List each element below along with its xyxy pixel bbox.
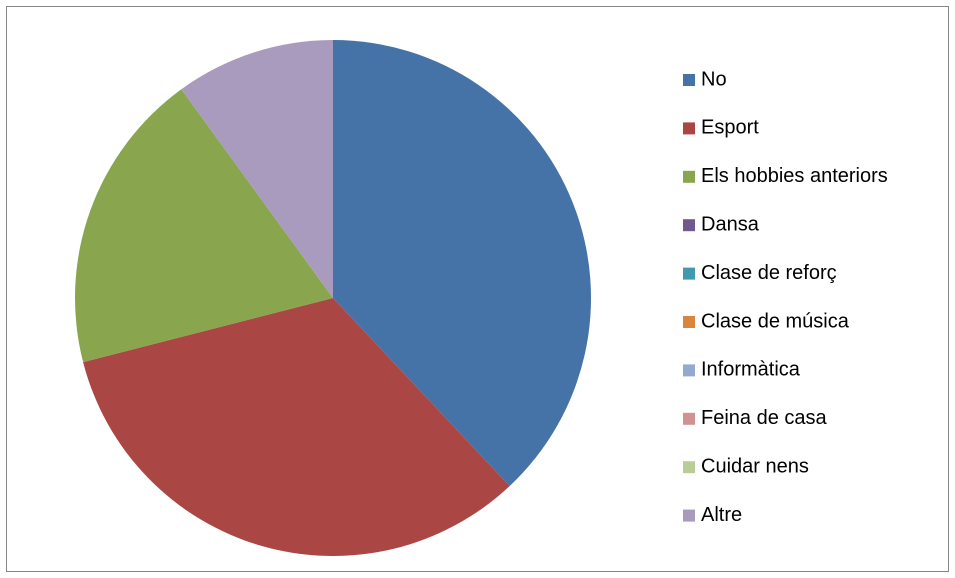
- legend-label: Clase de música: [701, 310, 850, 332]
- legend-label: Altre: [701, 504, 742, 526]
- pie-slice: [83, 298, 510, 556]
- legend-swatch: [683, 364, 695, 377]
- legend-label: Clase de reforç: [701, 262, 837, 284]
- legend-label: Cuidar nens: [701, 455, 809, 477]
- legend-label: No: [701, 68, 727, 90]
- legend-swatch: [683, 170, 695, 183]
- legend-swatch: [683, 219, 695, 232]
- legend-label: Feina de casa: [701, 407, 828, 429]
- pie-slice: [181, 40, 333, 298]
- legend-swatch: [683, 122, 695, 135]
- pie-slice: [74, 89, 333, 363]
- legend-swatch: [683, 267, 695, 280]
- legend-swatch: [683, 461, 695, 474]
- legend-swatch: [683, 412, 695, 425]
- legend-label: Informàtica: [701, 359, 801, 381]
- legend-label: Els hobbies anteriors: [701, 165, 888, 187]
- legend-label: Esport: [701, 117, 759, 139]
- legend-swatch: [683, 509, 695, 522]
- pie-slice: [333, 40, 592, 487]
- legend-swatch: [683, 74, 695, 86]
- legend-swatch: [683, 316, 695, 328]
- legend-label: Dansa: [701, 213, 760, 235]
